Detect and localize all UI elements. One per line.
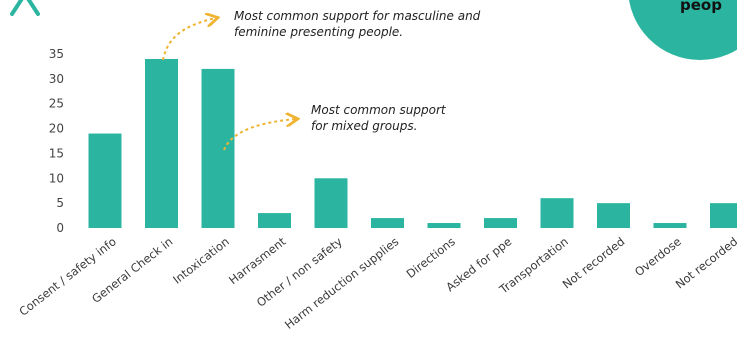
annotation-top-line2: feminine presenting people. (234, 25, 403, 39)
corner-circle (629, 0, 737, 60)
x-tick-label: Harm reduction supplies (282, 234, 401, 332)
bar (371, 218, 404, 228)
x-tick-label: Not recorded (673, 234, 737, 291)
bar (484, 218, 517, 228)
bar (710, 203, 737, 228)
bar (258, 213, 291, 228)
annotation-top-line1: Most common support for masculine and (234, 9, 481, 23)
bars (88, 58, 737, 229)
bar (314, 178, 348, 228)
annotation-mid-line2: for mixed groups. (311, 119, 417, 133)
y-tick-label: 35 (49, 47, 64, 61)
y-tick-label: 10 (49, 171, 64, 185)
y-tick-label: 30 (49, 72, 64, 86)
annotation-mid-line1: Most common support (311, 103, 447, 117)
x-tick-label: Overdose (632, 234, 684, 279)
logo-icon (10, 0, 40, 16)
y-tick-label: 25 (49, 97, 64, 111)
bar (88, 133, 122, 228)
annotation-arrow-top (162, 18, 216, 61)
x-tick-label: Not recorded (560, 234, 628, 291)
bar (427, 223, 461, 228)
y-tick-label: 5 (56, 196, 64, 210)
y-tick-label: 0 (56, 221, 64, 235)
annotation-arrow-mid (223, 119, 296, 151)
x-tick-label: Directions (404, 234, 458, 281)
x-tick-label: Intoxication (170, 234, 232, 286)
corner-text: peop (680, 0, 722, 14)
bar (540, 198, 574, 228)
y-tick-label: 20 (49, 122, 64, 136)
y-tick-label: 15 (49, 146, 64, 160)
bar (145, 58, 178, 228)
y-axis: 0 5 10 15 20 25 30 35 (49, 47, 64, 235)
bar (597, 203, 630, 228)
bar (201, 68, 235, 229)
x-tick-label: Consent / safety info (16, 234, 118, 318)
bar (653, 223, 687, 228)
